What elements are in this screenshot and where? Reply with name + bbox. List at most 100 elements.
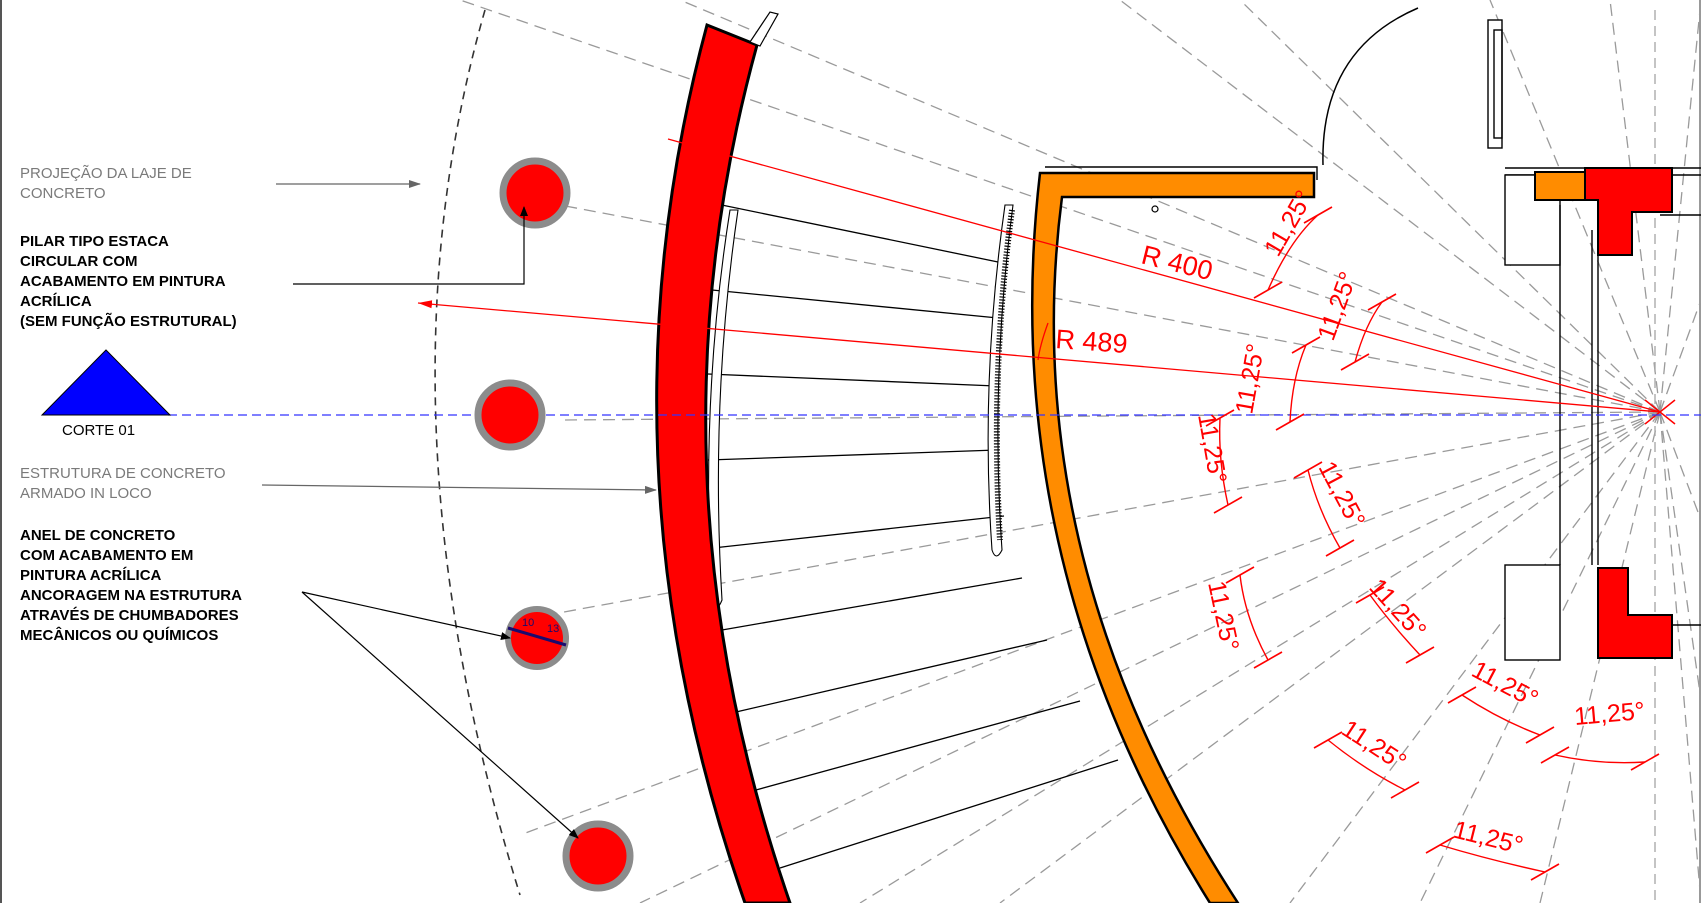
annotation-line: (SEM FUNÇÃO ESTRUTURAL) <box>20 312 237 330</box>
ring-detail-value-1: 10 <box>522 617 534 629</box>
pillars <box>474 157 634 892</box>
radius-arc-marker <box>1037 322 1049 361</box>
handrail-coil <box>993 209 1015 541</box>
dimension-tick <box>1325 539 1355 557</box>
section-triangle[interactable] <box>40 349 172 416</box>
construction-ray <box>1659 0 1701 413</box>
angle-dimension-arc <box>1354 301 1383 363</box>
dimension-tick <box>1540 746 1570 764</box>
angle-dimension-label: 11,25° <box>1451 816 1526 860</box>
dimension-tick <box>1313 731 1343 749</box>
angle-dimension-label: 11,25° <box>1312 268 1362 344</box>
angle-dimension-label: 11,25° <box>1202 578 1244 653</box>
pillar[interactable] <box>499 157 571 229</box>
annotation-line: ATRAVÉS DE CHUMBADORES <box>20 607 239 624</box>
dimension-tick <box>1630 753 1660 771</box>
angle-dimension-arc <box>1439 844 1546 873</box>
slab-projection-arc <box>434 9 521 896</box>
annotation-slab-projection: PROJEÇÃO DA LAJE DE CONCRETO <box>20 165 192 202</box>
dimension-tick <box>1340 353 1370 371</box>
dimension-tick <box>1355 586 1385 604</box>
ring-beam-inner-edge <box>1045 166 1318 180</box>
angle-dimension-label: 11,25° <box>1573 697 1646 731</box>
dimension-tick <box>1275 413 1305 431</box>
center-point <box>1644 399 1676 425</box>
annotation-line: ACABAMENTO EM PINTURA <box>20 273 226 290</box>
angle-dimension-arc <box>1327 739 1406 791</box>
construction-ray <box>1239 0 1661 413</box>
annotation-pillar: PILAR TIPO ESTACA CIRCULAR COM ACABAMENT… <box>20 233 237 330</box>
annotation-line: ANEL DE CONCRETO <box>20 527 176 544</box>
annotation-line: PROJEÇÃO DA LAJE DE <box>20 165 192 182</box>
leader-lines <box>261 180 657 839</box>
dimension-tick <box>1291 336 1321 354</box>
dimension-tick <box>1303 206 1333 224</box>
annotation-line: ESTRUTURA DE CONCRETO <box>20 465 226 482</box>
angle-dimension-arc <box>1218 417 1229 506</box>
structure-top-cap <box>749 11 779 47</box>
dimension-tick <box>1425 836 1455 854</box>
angle-dimension-arc <box>1289 344 1307 423</box>
construction-ray <box>1609 0 1661 413</box>
annotation-line: COM ACABAMENTO EM <box>20 547 193 564</box>
radius-label-489: R 489 <box>1055 324 1129 359</box>
construction-ray <box>679 0 1661 413</box>
ring-detail-dimensions: 10 13 <box>507 617 567 647</box>
door-frame-orange <box>1534 171 1586 201</box>
angle-dimension-arc <box>1239 574 1269 661</box>
stair-treads <box>707 202 1119 869</box>
annotation-line: PILAR TIPO ESTACA <box>20 233 169 250</box>
annotation-line: PINTURA ACRÍLICA <box>20 567 162 584</box>
wall-column-red-bottom <box>1597 567 1673 659</box>
dimension-tick <box>1213 496 1243 514</box>
angle-dimension-arc <box>1307 469 1341 549</box>
radial-construction-lines <box>459 0 1701 903</box>
construction-ray <box>1659 411 1701 521</box>
construction-ray <box>1489 0 1661 413</box>
dimension-tick <box>1293 461 1323 479</box>
annotation-structure: ESTRUTURA DE CONCRETO ARMADO IN LOCO <box>20 465 226 502</box>
construction-ray <box>1659 299 1701 413</box>
annotation-line: ACRÍLICA <box>20 293 92 310</box>
concrete-structure-band <box>655 22 792 903</box>
door-swing-arc <box>1322 7 1419 166</box>
angle-dimension-label: 11,25° <box>1364 573 1432 644</box>
annotation-ring: ANEL DE CONCRETO COM ACABAMENTO EM PINTU… <box>20 527 242 644</box>
annotation-line: CONCRETO <box>20 185 106 202</box>
dimension-tick <box>1390 781 1420 799</box>
angle-dimension-arc <box>1461 694 1541 736</box>
construction-ray <box>1659 411 1701 701</box>
annotation-line: ARMADO IN LOCO <box>20 485 152 502</box>
angle-dimension-arc <box>1369 594 1421 656</box>
dimension-tick <box>1447 686 1477 704</box>
dimension-tick <box>1525 726 1555 744</box>
dimension-tick <box>1253 651 1283 669</box>
angle-dimension-label: 11,25° <box>1337 715 1412 777</box>
small-fixture <box>1151 205 1159 213</box>
annotation-line: ANCORAGEM NA ESTRUTURA <box>20 587 242 604</box>
construction-ray <box>1119 0 1661 413</box>
angle-dimension-arc <box>1554 754 1646 764</box>
construction-ray <box>519 411 1661 621</box>
angle-dimension-label: 11,25° <box>1313 457 1371 533</box>
dimension-tick <box>1367 293 1397 311</box>
building-wall-right <box>1487 10 1701 903</box>
concrete-ring-beam <box>1030 171 1316 903</box>
dimension-tick <box>1253 281 1283 299</box>
angle-dimension-label: 11,25° <box>1230 342 1270 416</box>
construction-ray <box>559 204 1661 413</box>
construction-ray <box>1659 411 1701 903</box>
angle-dimensions: 11,25° 11,25° 11,25° 11,25° 11,25° 11,25° 11,2… <box>1192 186 1660 881</box>
angle-dimension-arc <box>1267 214 1319 291</box>
construction-ray <box>999 411 1661 903</box>
dimension-tick <box>1225 566 1255 584</box>
dimension-tick <box>1405 646 1435 664</box>
pillar[interactable] <box>562 820 634 892</box>
annotation-line: CIRCULAR COM <box>20 253 138 270</box>
construction-ray <box>859 411 1661 903</box>
pillar[interactable] <box>474 379 546 451</box>
wall-column-red-top <box>1584 167 1673 256</box>
dimension-tick <box>1205 409 1235 427</box>
